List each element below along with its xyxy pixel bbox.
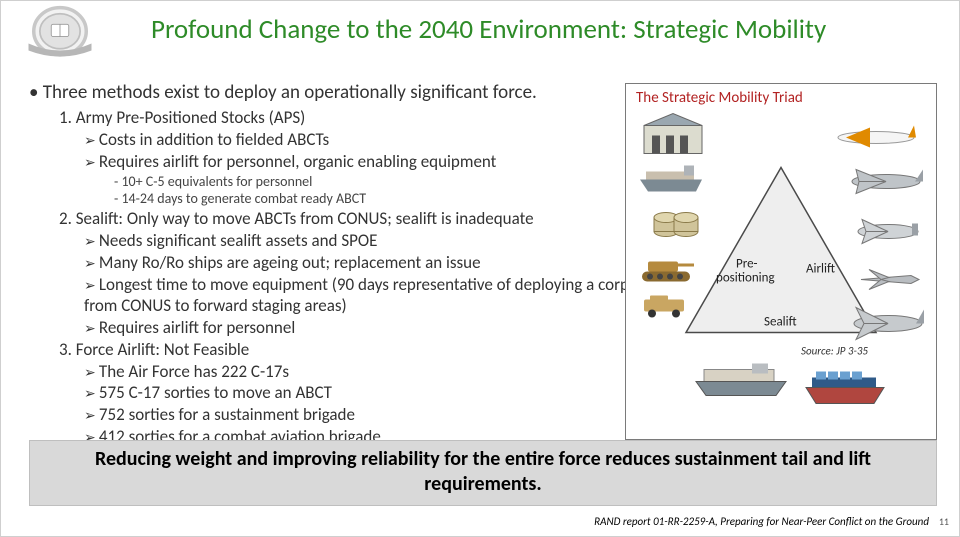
container-ship-icon xyxy=(806,372,884,404)
label-sealift: Sealift xyxy=(764,315,797,330)
label-airlift: Airlift xyxy=(806,262,835,277)
triangle-icon xyxy=(686,168,876,333)
transport-aircraft-icon xyxy=(852,170,923,194)
jet-icon xyxy=(861,270,919,290)
warehouse-icon xyxy=(644,114,702,154)
method-2-label: 2. Sealift: Only way to move ABCTs from … xyxy=(59,208,639,230)
m1-sub2b: 14-24 days to generate combat ready ABCT xyxy=(114,190,639,208)
slide-title: Profound Change to the 2040 Environment:… xyxy=(151,13,939,46)
figure-source: Source: JP 3-35 xyxy=(801,345,868,358)
m2-sub1: Needs significant sealift assets and SPO… xyxy=(84,230,639,252)
m2-sub3: Longest time to move equipment (90 days … xyxy=(84,274,639,318)
m3-sub3: 752 sorties for a sustainment brigade xyxy=(84,404,639,426)
method-3-label: 3. Force Airlift: Not Feasible xyxy=(59,339,639,361)
supply-stack-icon xyxy=(654,213,698,237)
figure-title: The Strategic Mobility Triad xyxy=(636,89,936,107)
takeaway-banner: Reducing weight and improving reliabilit… xyxy=(29,440,937,506)
m2-sub2: Many Ro/Ro ships are ageing out; replace… xyxy=(84,252,639,274)
m3-sub2: 575 C-17 sorties to move an ABCT xyxy=(84,382,639,404)
source-footnote: RAND report 01-RR-2259-A, Preparing for … xyxy=(594,515,929,528)
m3-sub1: The Air Force has 222 C-17s xyxy=(84,361,639,383)
tank-icon xyxy=(642,262,694,282)
triad-diagram: Pre-positioning Airlift Sealift Source: … xyxy=(626,107,936,438)
slide: Profound Change to the 2040 Environment:… xyxy=(0,0,960,537)
m1-sub1: Costs in addition to fielded ABCTs xyxy=(84,129,639,151)
cargo-ship-icon xyxy=(640,166,702,192)
page-number: 11 xyxy=(939,515,949,528)
heavy-aircraft-icon xyxy=(854,308,924,340)
airliner-icon xyxy=(838,126,916,148)
intro-bullet: Three methods exist to deploy an operati… xyxy=(29,81,639,105)
cargo-aircraft-icon xyxy=(858,220,918,244)
roro-ship-icon xyxy=(696,364,786,396)
m1-sub2: Requires airlift for personnel, organic … xyxy=(84,151,639,173)
slide-body: Three methods exist to deploy an operati… xyxy=(29,79,639,476)
method-1-label: 1. Army Pre-Positioned Stocks (APS) xyxy=(59,107,639,129)
m1-sub2a: 10+ C-5 equivalents for personnel xyxy=(114,173,639,191)
org-seal-icon xyxy=(15,5,105,61)
m2-sub4: Requires airlift for personnel xyxy=(84,317,639,339)
truck-icon xyxy=(644,296,684,318)
triad-figure: The Strategic Mobility Triad Pre-positio… xyxy=(625,83,937,440)
